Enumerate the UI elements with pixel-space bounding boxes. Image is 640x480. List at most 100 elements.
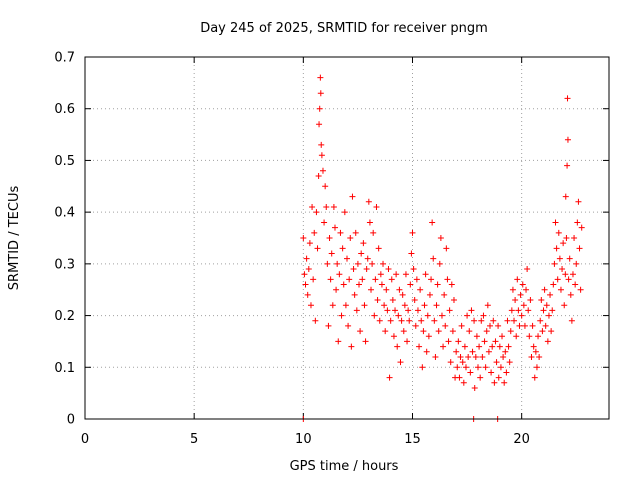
data-point xyxy=(359,276,366,283)
data-point xyxy=(441,291,448,298)
data-point xyxy=(440,343,447,350)
data-point xyxy=(445,338,452,345)
data-point xyxy=(414,307,421,314)
data-point xyxy=(309,203,316,210)
data-point xyxy=(514,276,521,283)
data-point xyxy=(317,74,324,81)
data-point xyxy=(442,322,449,329)
data-point xyxy=(535,333,542,340)
data-point xyxy=(497,364,504,371)
data-point xyxy=(402,271,409,278)
data-point xyxy=(400,328,407,335)
data-point xyxy=(390,333,397,340)
data-point xyxy=(471,317,478,324)
data-point xyxy=(455,338,462,345)
data-point xyxy=(503,369,510,376)
data-point xyxy=(426,291,433,298)
data-point xyxy=(417,286,424,293)
data-point xyxy=(560,240,567,247)
data-point xyxy=(572,281,579,288)
data-point xyxy=(408,250,415,257)
data-point xyxy=(406,317,413,324)
data-point xyxy=(515,307,522,314)
data-point xyxy=(361,302,368,309)
data-point xyxy=(575,198,582,205)
data-point xyxy=(574,219,581,226)
data-point xyxy=(531,374,538,381)
data-point xyxy=(554,276,561,283)
data-point xyxy=(338,312,345,319)
data-point xyxy=(318,152,325,159)
data-point xyxy=(346,276,353,283)
data-point xyxy=(513,333,520,340)
data-point xyxy=(506,359,513,366)
data-point xyxy=(530,343,537,350)
data-point xyxy=(519,281,526,288)
data-point xyxy=(536,353,543,360)
x-tick-label: 5 xyxy=(190,432,198,447)
x-tick-label: 0 xyxy=(81,432,89,447)
data-point xyxy=(529,322,536,329)
data-point xyxy=(480,312,487,319)
data-point xyxy=(479,353,486,360)
data-point xyxy=(489,343,496,350)
data-point xyxy=(429,219,436,226)
y-tick-label: 0.4 xyxy=(54,206,75,221)
data-point xyxy=(337,229,344,236)
data-point xyxy=(430,255,437,262)
data-point xyxy=(538,297,545,304)
data-point xyxy=(393,271,400,278)
data-point xyxy=(428,276,435,283)
data-point xyxy=(342,302,349,309)
data-point xyxy=(542,322,549,329)
data-point xyxy=(365,198,372,205)
data-point xyxy=(465,353,472,360)
data-point xyxy=(472,353,479,360)
data-point xyxy=(571,235,578,241)
data-point xyxy=(490,317,497,324)
data-point xyxy=(371,312,378,319)
data-point xyxy=(517,291,524,298)
data-point xyxy=(493,359,500,366)
data-point xyxy=(547,291,554,298)
data-point xyxy=(328,250,335,257)
data-point xyxy=(420,328,427,335)
data-point xyxy=(447,359,454,366)
data-point xyxy=(507,328,514,335)
data-point xyxy=(533,364,540,371)
data-point xyxy=(319,167,326,174)
data-point xyxy=(457,353,464,360)
data-point xyxy=(300,235,307,241)
y-tick-label: 0.6 xyxy=(54,102,75,117)
data-point xyxy=(416,343,423,350)
data-point xyxy=(566,255,573,262)
data-point xyxy=(316,105,323,112)
grid-lines xyxy=(85,57,609,419)
data-point xyxy=(481,338,488,345)
data-point xyxy=(459,359,466,366)
data-point xyxy=(526,333,533,340)
data-point xyxy=(492,338,499,345)
data-point xyxy=(551,260,558,267)
data-point xyxy=(375,245,382,252)
data-point xyxy=(528,353,535,360)
data-point xyxy=(473,333,480,340)
data-point xyxy=(334,260,341,267)
data-point xyxy=(466,328,473,335)
data-point xyxy=(330,203,337,210)
data-point xyxy=(435,328,442,335)
data-point xyxy=(532,348,539,355)
data-point xyxy=(567,291,574,298)
data-point xyxy=(555,229,562,236)
data-point xyxy=(409,229,416,236)
data-point xyxy=(495,374,502,381)
data-point xyxy=(456,374,463,381)
data-point xyxy=(341,209,348,216)
data-point xyxy=(356,281,363,288)
data-point xyxy=(306,240,313,247)
data-point xyxy=(564,162,571,169)
data-point xyxy=(358,250,365,257)
data-point xyxy=(392,307,399,314)
data-point xyxy=(312,317,319,324)
